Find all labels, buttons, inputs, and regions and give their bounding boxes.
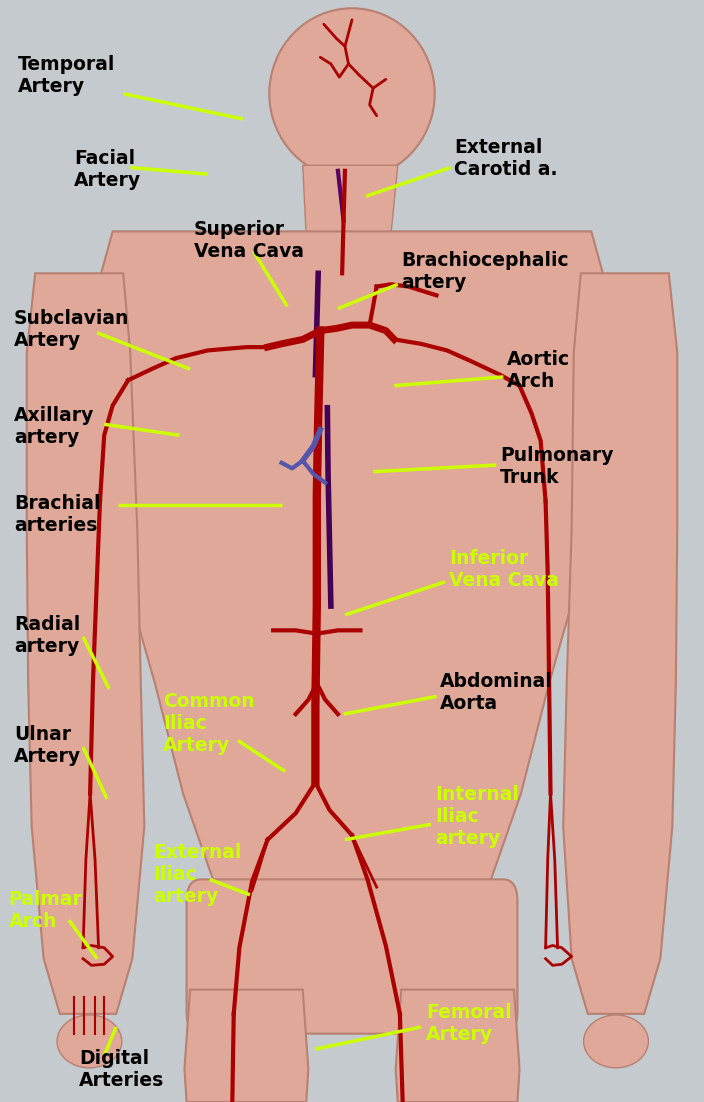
Text: Superior
Vena Cava: Superior Vena Cava [194, 220, 303, 261]
Ellipse shape [584, 1015, 648, 1068]
Polygon shape [303, 165, 398, 237]
FancyBboxPatch shape [187, 879, 517, 1034]
Text: Common
Iliac
Artery: Common Iliac Artery [163, 692, 255, 755]
Text: Brachial
arteries: Brachial arteries [14, 494, 101, 534]
Text: Facial
Artery: Facial Artery [74, 149, 141, 190]
Text: Ulnar
Artery: Ulnar Artery [14, 725, 81, 766]
Text: External
Carotid a.: External Carotid a. [454, 138, 558, 179]
Polygon shape [27, 273, 144, 1014]
Text: Subclavian
Artery: Subclavian Artery [14, 309, 130, 349]
Polygon shape [184, 990, 308, 1102]
Text: Pulmonary
Trunk: Pulmonary Trunk [500, 446, 613, 487]
Text: Digital
Arteries: Digital Arteries [79, 1049, 164, 1090]
Polygon shape [563, 273, 677, 1014]
Text: Axillary
artery: Axillary artery [14, 406, 94, 446]
Polygon shape [84, 231, 620, 915]
Ellipse shape [57, 1015, 122, 1068]
Text: External
Iliac
artery: External Iliac artery [153, 843, 242, 906]
Polygon shape [396, 990, 520, 1102]
Ellipse shape [269, 8, 435, 179]
Text: Palmar
Arch: Palmar Arch [8, 890, 82, 931]
Text: Femoral
Artery: Femoral Artery [426, 1003, 512, 1044]
Text: Internal
Iliac
artery: Internal Iliac artery [435, 785, 519, 847]
Text: Abdominal
Aorta: Abdominal Aorta [440, 672, 553, 713]
Text: Inferior
Vena Cava: Inferior Vena Cava [449, 549, 559, 590]
Text: Aortic
Arch: Aortic Arch [507, 350, 570, 391]
Text: Radial
artery: Radial artery [14, 615, 80, 656]
Text: Temporal
Artery: Temporal Artery [18, 55, 115, 96]
Text: Brachiocephalic
artery: Brachiocephalic artery [401, 251, 569, 292]
